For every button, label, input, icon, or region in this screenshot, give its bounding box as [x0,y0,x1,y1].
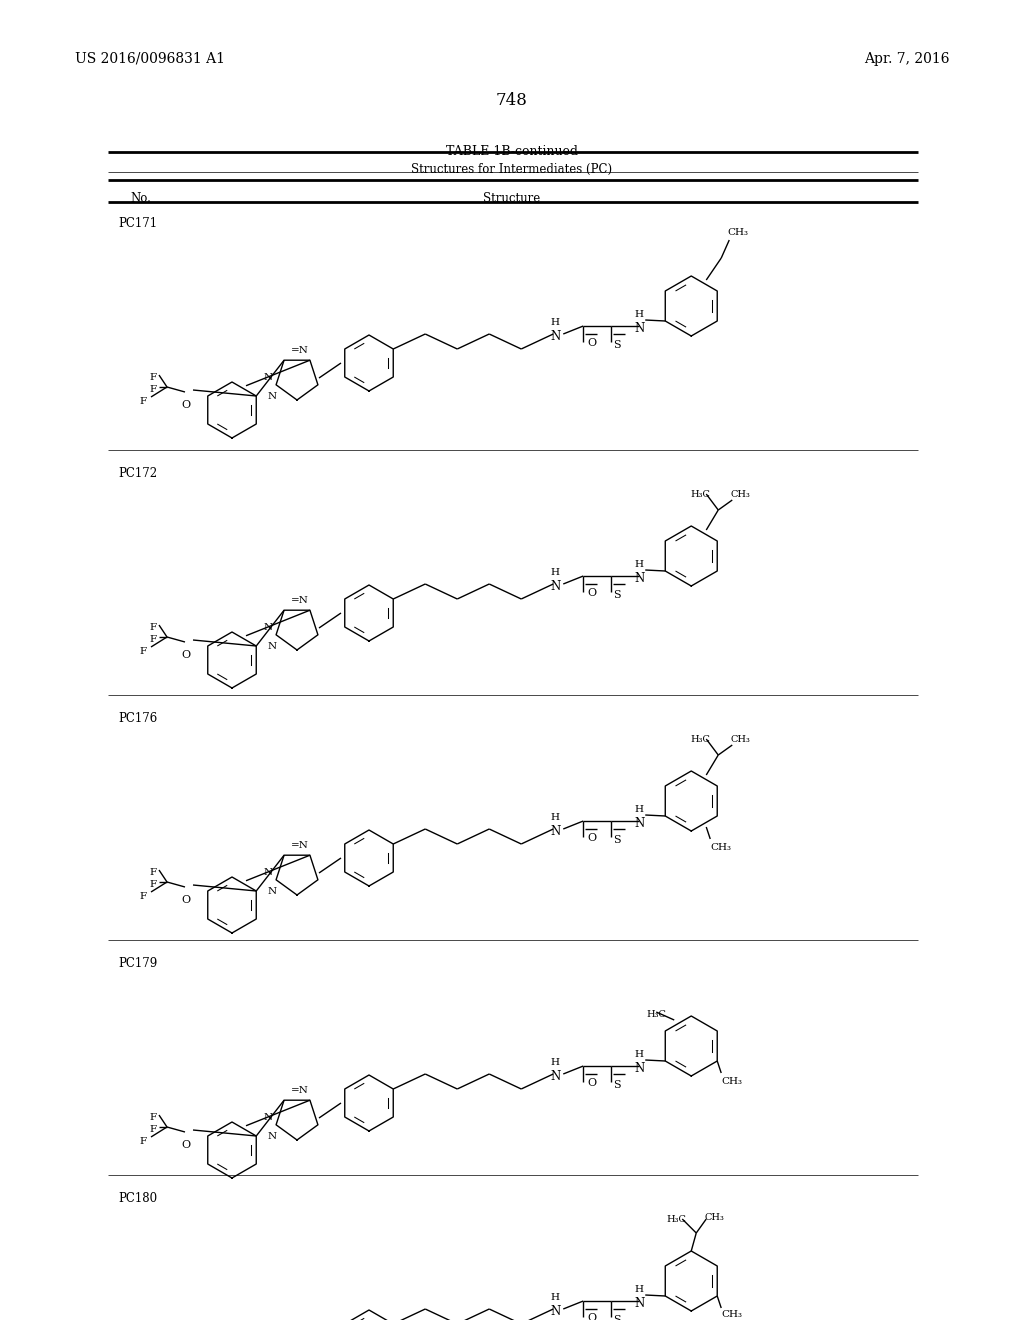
Text: CH₃: CH₃ [711,843,731,851]
Text: N: N [268,1133,278,1140]
Text: N: N [550,579,560,593]
Text: PC180: PC180 [118,1192,157,1205]
Text: H: H [551,1059,560,1067]
Text: F: F [150,1113,156,1122]
Text: O: O [587,1313,596,1320]
Text: S: S [613,590,621,601]
Text: H₃C: H₃C [646,1010,667,1019]
Text: O: O [587,1078,596,1088]
Text: N: N [634,1063,644,1074]
Text: Structures for Intermediates (PC): Structures for Intermediates (PC) [412,162,612,176]
Text: =N: =N [291,1086,309,1096]
Text: N: N [634,572,644,585]
Text: H: H [635,310,644,319]
Text: F: F [150,623,156,632]
Text: N: N [550,825,560,838]
Text: S: S [613,836,621,845]
Text: N: N [634,322,644,335]
Text: =N: =N [291,841,309,850]
Text: O: O [587,587,596,598]
Text: N: N [550,1305,560,1317]
Text: O: O [181,1140,190,1150]
Text: N: N [550,1071,560,1082]
Text: F: F [139,397,146,407]
Text: N: N [268,392,278,401]
Text: PC176: PC176 [118,711,158,725]
Text: F: F [139,1137,146,1146]
Text: O: O [587,833,596,843]
Text: PC171: PC171 [118,216,157,230]
Text: O: O [181,400,190,411]
Text: S: S [613,341,621,350]
Text: 748: 748 [496,92,528,110]
Text: No.: No. [130,191,151,205]
Text: F: F [150,869,156,876]
Text: CH₃: CH₃ [721,1309,742,1319]
Text: O: O [587,338,596,348]
Text: Structure: Structure [483,191,541,205]
Text: =N: =N [291,597,309,605]
Text: H: H [635,1284,644,1294]
Text: H₃C: H₃C [667,1214,686,1224]
Text: N: N [268,887,278,896]
Text: H₃C: H₃C [690,735,710,744]
Text: H: H [551,318,560,327]
Text: F: F [150,635,156,644]
Text: Apr. 7, 2016: Apr. 7, 2016 [864,51,950,66]
Text: N: N [264,374,273,381]
Text: N: N [264,1113,273,1122]
Text: N: N [634,817,644,830]
Text: PC179: PC179 [118,957,158,970]
Text: CH₃: CH₃ [730,490,751,499]
Text: CH₃: CH₃ [705,1213,724,1222]
Text: F: F [139,647,146,656]
Text: CH₃: CH₃ [721,1077,742,1086]
Text: O: O [181,649,190,660]
Text: H₃C: H₃C [690,490,710,499]
Text: F: F [139,892,146,902]
Text: F: F [150,1125,156,1134]
Text: H: H [551,813,560,822]
Text: N: N [634,1298,644,1309]
Text: F: F [150,880,156,888]
Text: CH₃: CH₃ [730,735,751,744]
Text: S: S [613,1080,621,1090]
Text: US 2016/0096831 A1: US 2016/0096831 A1 [75,51,225,66]
Text: PC172: PC172 [118,467,157,480]
Text: N: N [264,869,273,876]
Text: O: O [181,895,190,906]
Text: N: N [550,330,560,343]
Text: H: H [635,805,644,814]
Text: F: F [150,385,156,393]
Text: TABLE 1B-continued: TABLE 1B-continued [446,145,578,158]
Text: H: H [635,560,644,569]
Text: N: N [268,642,278,651]
Text: H: H [551,1294,560,1302]
Text: =N: =N [291,346,309,355]
Text: N: N [264,623,273,632]
Text: S: S [613,1315,621,1320]
Text: H: H [551,568,560,577]
Text: F: F [150,374,156,381]
Text: CH₃: CH₃ [727,228,749,238]
Text: H: H [635,1049,644,1059]
